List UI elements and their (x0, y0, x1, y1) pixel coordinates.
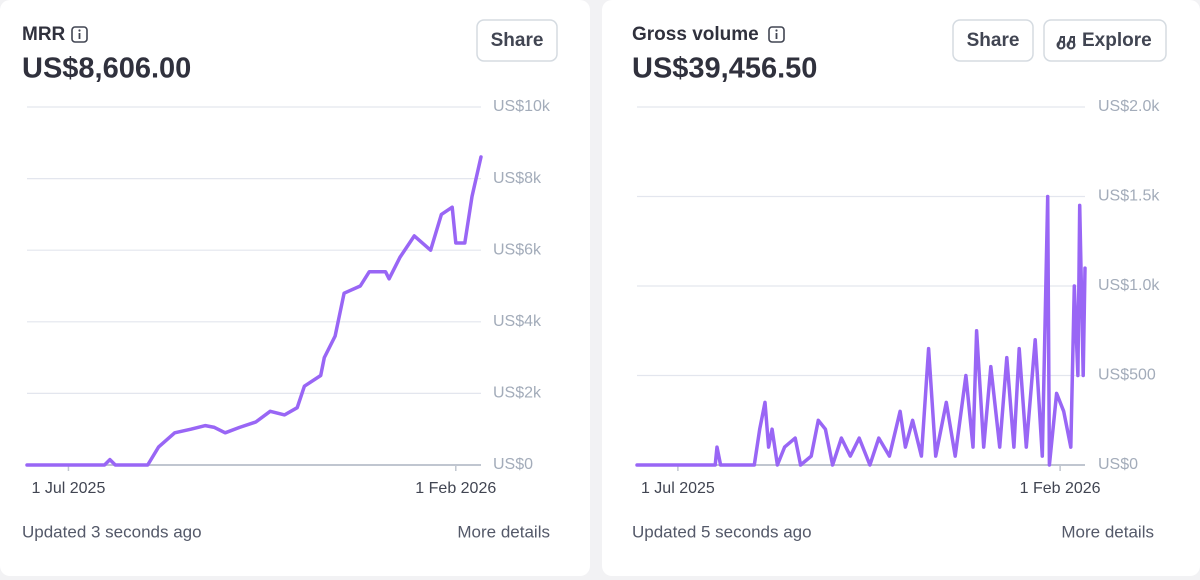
button-bg (952, 19, 1034, 62)
y-tick-label: US$4k (493, 313, 542, 330)
button-bg (476, 19, 558, 62)
card-title: MRR (22, 24, 66, 45)
y-tick-label: US$0 (1098, 456, 1138, 473)
button[interactable]: Share (476, 19, 558, 62)
y-tick-label: US$6k (493, 241, 542, 258)
x-tick-label: 1 Feb 2026 (1020, 480, 1101, 497)
binoculars-icon (1056, 40, 1066, 50)
x-tick-label: 1 Feb 2026 (415, 480, 496, 497)
data-line (25, 155, 483, 467)
button[interactable]: Explore (1043, 19, 1167, 62)
x-tick-label: 1 Jul 2025 (32, 480, 106, 497)
more-details-link[interactable]: More details (457, 522, 550, 541)
data-line (635, 194, 1087, 467)
y-tick-label: US$500 (1098, 367, 1156, 384)
button-label: Explore (1082, 30, 1152, 51)
y-tick-label: US$2.0k (1098, 98, 1160, 115)
info-icons (71, 26, 785, 43)
card-title: Gross volume (632, 24, 759, 45)
button[interactable]: Share (952, 19, 1034, 62)
button-bg (1043, 19, 1167, 62)
more-details-link[interactable]: More details (1061, 522, 1154, 541)
y-tick-label: US$1.0k (1098, 277, 1160, 294)
updated-text: Updated 3 seconds ago (22, 522, 202, 541)
card (0, 0, 590, 576)
card-value: US$39,456.50 (632, 53, 817, 85)
updated-text: Updated 5 seconds ago (632, 522, 812, 541)
binoculars-icon (1066, 40, 1076, 50)
x-tick-label: 1 Jul 2025 (641, 480, 715, 497)
y-tick-label: US$8k (493, 170, 542, 187)
y-tick-label: US$2k (493, 385, 542, 402)
button-label: Share (491, 30, 544, 51)
card-value: US$8,606.00 (22, 53, 191, 85)
button-label: Share (967, 30, 1020, 51)
y-tick-label: US$10k (493, 98, 551, 115)
y-tick-label: US$0 (493, 456, 533, 473)
y-tick-label: US$1.5k (1098, 188, 1160, 205)
